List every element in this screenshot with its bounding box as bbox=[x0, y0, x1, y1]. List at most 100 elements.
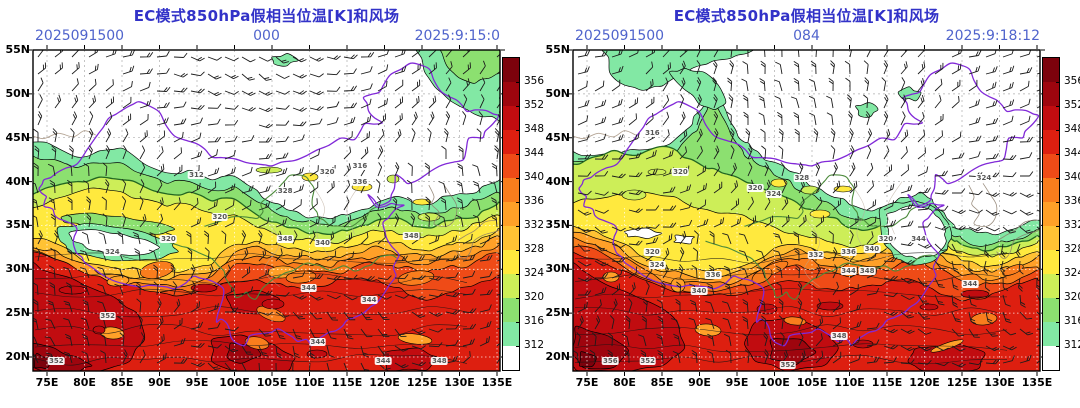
lat-tick-label: 50N bbox=[5, 86, 30, 100]
forecast-hour-label: 084 bbox=[793, 28, 820, 44]
init-time-label: 2025091500 bbox=[35, 28, 125, 44]
lat-tick-label: 30N bbox=[545, 262, 570, 276]
lon-tick-label: 90E bbox=[148, 376, 171, 389]
colorbar-tick bbox=[1056, 250, 1059, 251]
colorbar-tick bbox=[1056, 202, 1059, 203]
colorbar-cell bbox=[1043, 178, 1059, 202]
lat-tick-label: 20N bbox=[5, 349, 30, 363]
valid-time-label: 2025:9:15:0 bbox=[414, 28, 500, 44]
colorbar-cell bbox=[503, 346, 519, 370]
colorbar-tick bbox=[516, 322, 519, 323]
contour-label: 320 bbox=[672, 167, 689, 176]
contour-label: 348 bbox=[830, 331, 848, 340]
lon-tick-label: 115E bbox=[331, 376, 363, 389]
colorbar-label: 356 bbox=[524, 75, 545, 87]
contour-label: 336 bbox=[704, 270, 722, 279]
contour-label: 316 bbox=[644, 129, 661, 138]
colorbar-cell bbox=[503, 82, 519, 106]
lon-tick-label: 85E bbox=[650, 376, 674, 389]
colorbar-cell bbox=[1043, 106, 1059, 130]
colorbar-label: 356 bbox=[1064, 75, 1080, 87]
lon-tick-label: 105E bbox=[256, 376, 288, 389]
colorbar-tick bbox=[516, 274, 519, 275]
colorbar-cell bbox=[1043, 130, 1059, 154]
lon-tick-label: 120E bbox=[369, 376, 400, 389]
contour-label: 352 bbox=[639, 357, 657, 366]
colorbar-label: 344 bbox=[1064, 147, 1080, 159]
lat-tick-label: 30N bbox=[5, 262, 30, 276]
panel-forecast: EC模式850hPa假相当位温[K]和风场 2025091500 084 202… bbox=[540, 0, 1080, 408]
contour-label: 344 bbox=[300, 283, 317, 292]
colorbar-tick bbox=[1056, 178, 1059, 179]
colorbar: 356 352 348 344 340 336 332 328 324 320 316 312 bbox=[1042, 57, 1080, 371]
wind-barbs-layer bbox=[573, 50, 1040, 368]
colorbar-cell bbox=[1043, 202, 1059, 226]
map-svg bbox=[28, 45, 505, 376]
colorbar-tick bbox=[1056, 82, 1059, 83]
contour-label: 344 bbox=[309, 338, 327, 347]
lon-tick-label: 115E bbox=[871, 376, 903, 389]
colorbar-label: 336 bbox=[1064, 195, 1080, 207]
contour-label: 344 bbox=[360, 296, 378, 305]
contour-label: 336 bbox=[351, 177, 369, 186]
colorbar-tick bbox=[516, 106, 519, 107]
lon-tick-label: 120E bbox=[909, 376, 940, 389]
lon-tick-label: 130E bbox=[444, 376, 475, 389]
colorbar-cell bbox=[1043, 298, 1059, 322]
contour-label: 320 bbox=[318, 167, 336, 176]
lat-tick-label: 35N bbox=[545, 218, 570, 232]
lon-tick-label: 85E bbox=[110, 376, 134, 389]
contour-label: 320 bbox=[160, 235, 177, 244]
map-canvas-forecast: 316 320 320 324 328 320 324 336 340 332 336 340 320 3… bbox=[568, 45, 1045, 376]
colorbar-label: 324 bbox=[1064, 267, 1080, 279]
colorbar-label: 332 bbox=[524, 219, 545, 231]
contour-label: 352 bbox=[99, 312, 117, 321]
contour-label: 356 bbox=[602, 357, 619, 366]
contour-label: 336 bbox=[840, 248, 857, 257]
colorbar-label: 340 bbox=[1064, 171, 1080, 183]
colorbar-label: 328 bbox=[524, 243, 545, 255]
contour-label: 352 bbox=[48, 357, 65, 366]
contour-label: 316 bbox=[351, 161, 369, 170]
lat-tick-label: 50N bbox=[545, 86, 570, 100]
contour-label: 348 bbox=[402, 232, 420, 241]
panel-title: EC模式850hPa假相当位温[K]和风场 bbox=[673, 7, 940, 25]
panel-title: EC模式850hPa假相当位温[K]和风场 bbox=[133, 7, 400, 25]
contour-label: 344 bbox=[840, 267, 857, 276]
contour-label: 344 bbox=[374, 357, 392, 366]
colorbar-label: 312 bbox=[1064, 339, 1080, 351]
colorbar-tick bbox=[1056, 346, 1059, 347]
init-time-label: 2025091500 bbox=[575, 28, 665, 44]
lon-tick-label: 110E bbox=[834, 376, 865, 389]
lat-tick-label: 25N bbox=[5, 306, 30, 320]
colorbar-label: 312 bbox=[524, 339, 545, 351]
lat-tick-label: 20N bbox=[545, 349, 570, 363]
colorbar-label: 328 bbox=[1064, 243, 1080, 255]
contour-label: 324 bbox=[975, 174, 993, 183]
colorbar-cell bbox=[1043, 226, 1059, 250]
contour-label: 344 bbox=[961, 280, 979, 289]
lon-tick-label: 80E bbox=[73, 376, 96, 389]
colorbar-cell bbox=[1043, 250, 1059, 274]
lat-tick-label: 55N bbox=[545, 43, 570, 56]
contour-label: 340 bbox=[863, 245, 881, 254]
lat-tick-label: 40N bbox=[5, 174, 30, 188]
colorbar-label: 324 bbox=[524, 267, 545, 279]
colorbar-label: 344 bbox=[524, 147, 545, 159]
lon-tick-label: 95E bbox=[725, 376, 749, 389]
contour-label: 340 bbox=[690, 286, 708, 295]
contour-label: 340 bbox=[314, 238, 331, 247]
contour-label: 320 bbox=[644, 248, 661, 257]
lon-tick-label: 135E bbox=[1021, 376, 1053, 389]
colorbar-tick bbox=[1056, 298, 1059, 299]
colorbar-tick bbox=[516, 130, 519, 131]
lon-tick-label: 90E bbox=[688, 376, 711, 389]
contour-label: 324 bbox=[765, 190, 783, 199]
lat-tick-label: 35N bbox=[5, 218, 30, 232]
colorbar-tick bbox=[516, 346, 519, 347]
colorbar-label: 316 bbox=[1064, 315, 1080, 327]
wind-barbs-layer bbox=[33, 50, 500, 371]
lon-tick-label: 100E bbox=[219, 376, 250, 389]
lon-tick-label: 75E bbox=[575, 376, 599, 389]
